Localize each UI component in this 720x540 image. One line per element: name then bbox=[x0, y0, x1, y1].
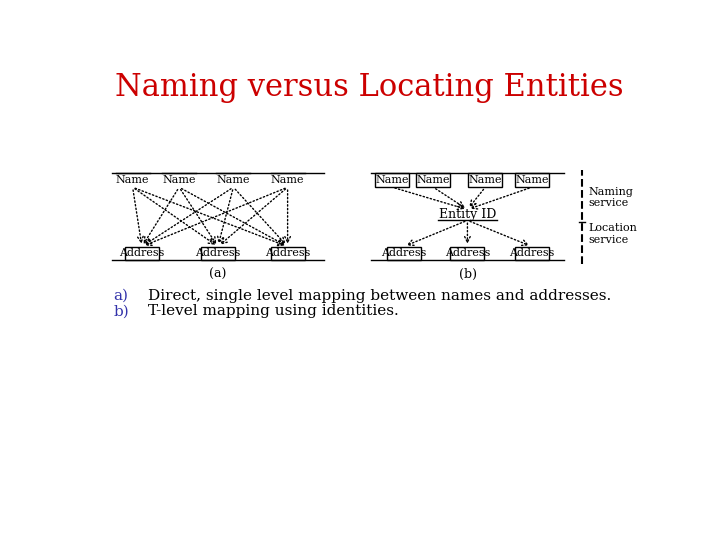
Text: Name: Name bbox=[376, 176, 409, 185]
Bar bbox=[201, 247, 235, 260]
Text: Address: Address bbox=[265, 248, 310, 259]
Text: (a): (a) bbox=[210, 268, 227, 281]
Text: Name: Name bbox=[469, 176, 502, 185]
Text: a): a) bbox=[113, 289, 128, 303]
Text: Address: Address bbox=[381, 248, 426, 259]
Text: Address: Address bbox=[195, 248, 240, 259]
Text: Address: Address bbox=[445, 248, 490, 259]
Bar bbox=[387, 247, 421, 260]
Text: b): b) bbox=[113, 304, 129, 318]
Text: Address: Address bbox=[509, 248, 554, 259]
Text: Naming
service: Naming service bbox=[588, 187, 633, 208]
Text: Name: Name bbox=[515, 176, 549, 185]
Bar bbox=[375, 173, 409, 187]
Text: Name: Name bbox=[417, 176, 450, 185]
Text: Naming versus Locating Entities: Naming versus Locating Entities bbox=[114, 72, 624, 103]
Bar bbox=[125, 247, 159, 260]
Text: Name: Name bbox=[116, 176, 149, 185]
Text: Entity ID: Entity ID bbox=[438, 208, 496, 221]
Text: (b): (b) bbox=[459, 268, 477, 281]
Text: Address: Address bbox=[120, 248, 165, 259]
Text: Location
service: Location service bbox=[588, 224, 637, 245]
Text: T-level mapping using identities.: T-level mapping using identities. bbox=[148, 304, 399, 318]
Bar bbox=[451, 247, 485, 260]
Bar bbox=[515, 247, 549, 260]
Bar bbox=[416, 173, 451, 187]
Text: Direct, single level mapping between names and addresses.: Direct, single level mapping between nam… bbox=[148, 289, 611, 303]
Bar bbox=[271, 247, 305, 260]
Bar bbox=[468, 173, 503, 187]
Text: Name: Name bbox=[163, 176, 196, 185]
Text: Name: Name bbox=[217, 176, 250, 185]
Bar bbox=[515, 173, 549, 187]
Text: Name: Name bbox=[271, 176, 305, 185]
